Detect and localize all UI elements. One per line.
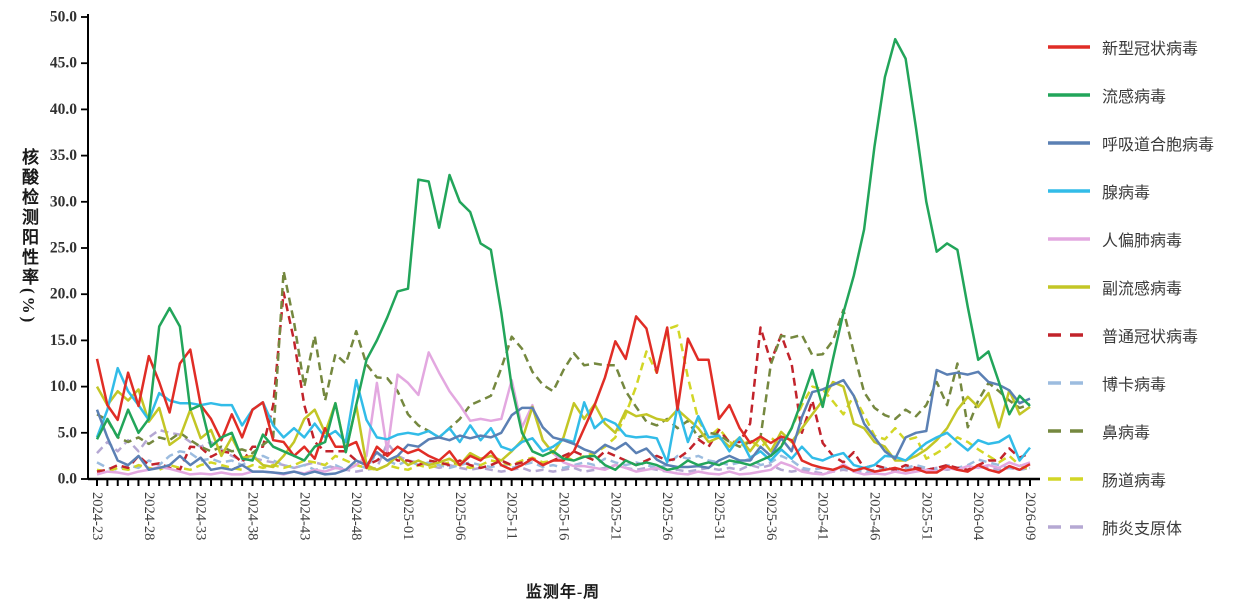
series-line-副流感病毒 [95, 380, 1031, 472]
y-tick-label: 45.0 [50, 55, 77, 72]
legend-item-呼吸道合胞病毒: 呼吸道合胞病毒 [1048, 134, 1238, 154]
legend-swatch-line-icon [1048, 189, 1090, 193]
legend-item-腺病毒: 腺病毒 [1048, 182, 1238, 202]
series-line-肺炎支原体 [96, 428, 1031, 475]
y-tick-label: 0.0 [58, 471, 78, 488]
legend-item-人偏肺病毒: 人偏肺病毒 [1048, 230, 1238, 250]
legend-item-普通冠状病毒: 普通冠状病毒 [1048, 326, 1238, 346]
legend: 新型冠状病毒 流感病毒呼吸道合胞病毒 腺病毒人偏肺病毒副流感病毒普通冠状病毒 博卡病毒… [1048, 38, 1238, 538]
legend-swatch-line-icon [1048, 237, 1090, 241]
series-line-新型冠状病毒 [95, 315, 1031, 474]
y-tick-label: 15.0 [50, 332, 77, 349]
y-tick-label: 50.0 [50, 9, 77, 26]
x-tick-label: 2024-23 [89, 492, 105, 540]
x-tick-label: 2025-11 [504, 492, 520, 540]
legend-label: 流感病毒 [1102, 89, 1167, 106]
y-tick-label: 25.0 [50, 240, 77, 257]
legend-item-博卡病毒: 博卡病毒 [1048, 374, 1238, 394]
legend-label: 肺炎支原体 [1102, 521, 1183, 538]
series-line-普通冠状病毒 [96, 291, 1031, 473]
y-axis-title: 核酸检测阳性率(%) [19, 148, 38, 326]
legend-item-副流感病毒: 副流感病毒 [1048, 278, 1238, 298]
legend-label: 鼻病毒 [1102, 425, 1151, 442]
legend-item-流感病毒: 流感病毒 [1048, 86, 1238, 106]
x-tick-label: 2024-28 [141, 492, 157, 540]
x-tick-label: 2026-09 [1022, 492, 1038, 540]
legend-label: 腺病毒 [1102, 185, 1151, 202]
legend-swatch-line-icon [1048, 333, 1090, 337]
y-tick-label: 10.0 [50, 378, 77, 395]
x-tick-label: 2024-38 [245, 492, 261, 540]
y-tick-label: 30.0 [50, 193, 77, 210]
legend-item-肠道病毒: 肠道病毒 [1048, 470, 1238, 490]
legend-label: 副流感病毒 [1102, 281, 1183, 298]
legend-label: 新型冠状病毒 [1102, 41, 1199, 58]
y-tick-label: 20.0 [50, 286, 77, 303]
x-tick-label: 2025-31 [711, 492, 727, 540]
y-tick-label: 5.0 [58, 424, 78, 441]
legend-swatch-line-icon [1048, 141, 1090, 145]
series-line-呼吸道合胞病毒 [95, 368, 1031, 476]
x-tick-label: 2025-06 [452, 492, 468, 540]
legend-item-新型冠状病毒: 新型冠状病毒 [1048, 38, 1238, 58]
x-tick-label: 2025-01 [400, 492, 416, 540]
legend-label: 肠道病毒 [1102, 473, 1167, 490]
legend-swatch-line-icon [1048, 429, 1090, 433]
x-tick-label: 2026-04 [970, 492, 986, 541]
x-tick-label: 2025-41 [815, 492, 831, 540]
legend-swatch-line-icon [1048, 45, 1090, 49]
legend-swatch-line-icon [1048, 93, 1090, 97]
y-tick-label: 40.0 [50, 101, 77, 118]
legend-label: 呼吸道合胞病毒 [1102, 137, 1215, 154]
series-line-流感病毒 [95, 37, 1031, 472]
legend-item-肺炎支原体: 肺炎支原体 [1048, 518, 1238, 538]
legend-label: 普通冠状病毒 [1102, 329, 1199, 346]
x-tick-label: 2024-43 [296, 492, 312, 540]
legend-swatch-line-icon [1048, 285, 1090, 289]
legend-label: 人偏肺病毒 [1102, 233, 1183, 250]
y-tick-label: 35.0 [50, 147, 77, 164]
x-tick-label: 2025-46 [867, 492, 883, 540]
legend-label: 博卡病毒 [1102, 377, 1167, 394]
x-tick-label: 2025-26 [659, 492, 675, 540]
x-tick-label: 2025-21 [607, 492, 623, 540]
legend-swatch-line-icon [1048, 381, 1090, 385]
legend-swatch-line-icon [1048, 477, 1090, 481]
x-tick-label: 2025-16 [556, 492, 572, 540]
x-tick-label: 2025-36 [763, 492, 779, 540]
legend-item-鼻病毒: 鼻病毒 [1048, 422, 1238, 442]
legend-swatch-line-icon [1048, 525, 1090, 529]
x-tick-label: 2024-33 [193, 492, 209, 540]
x-axis-title: 监测年-周 [525, 584, 601, 601]
x-tick-label: 2024-48 [348, 492, 364, 540]
x-tick-label: 2025-51 [918, 492, 934, 540]
series-line-鼻病毒 [96, 269, 1031, 455]
